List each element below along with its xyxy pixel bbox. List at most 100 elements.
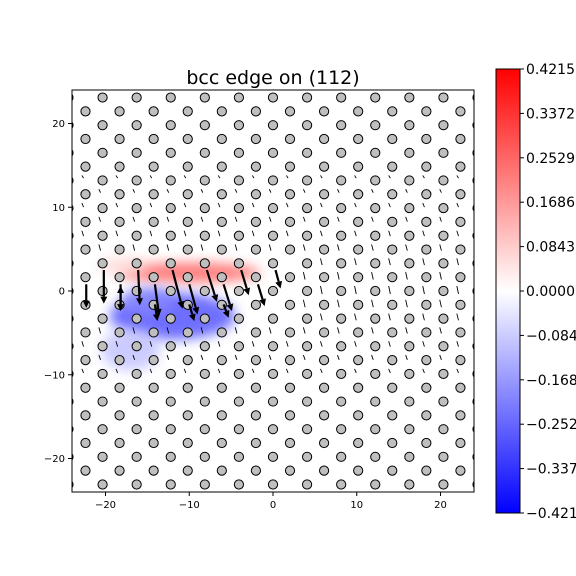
- atom: [336, 396, 347, 407]
- colorbar-tick-label: −0.4215: [526, 506, 576, 522]
- minor-arrow: [285, 341, 289, 347]
- atom: [131, 479, 142, 490]
- minor-arrow: [320, 202, 323, 208]
- atom: [353, 437, 364, 449]
- atom: [438, 147, 449, 158]
- atom: [149, 79, 158, 88]
- colorbar: 0.4215 0.3372 0.2529 0.1686 0.0843 0.0000 −0.0…: [495, 62, 576, 522]
- atom: [370, 479, 381, 490]
- x-axis: −20 −10 0 10 20: [95, 492, 447, 511]
- minor-arrow: [388, 230, 391, 237]
- x-tick-label: −10: [179, 500, 200, 511]
- minor-arrow: [371, 354, 374, 360]
- minor-arrow: [337, 216, 340, 222]
- atom: [165, 202, 176, 214]
- atom: [233, 120, 245, 131]
- minor-arrow: [388, 368, 391, 374]
- atom: [353, 465, 364, 476]
- atom: [370, 285, 381, 297]
- minor-arrow: [251, 202, 255, 208]
- minor-arrow: [98, 354, 101, 360]
- minor-arrow: [456, 258, 459, 266]
- atom: [284, 382, 296, 393]
- minor-arrow: [200, 244, 204, 251]
- atom: [284, 437, 296, 449]
- atom: [267, 479, 279, 490]
- atom: [455, 133, 466, 145]
- atom: [97, 175, 108, 186]
- y-tick-label: 10: [52, 203, 65, 214]
- atom: [404, 341, 415, 352]
- atom: [97, 396, 108, 407]
- atom: [421, 272, 432, 283]
- minor-arrow: [320, 368, 323, 374]
- atom: [80, 189, 91, 200]
- atom: [97, 92, 108, 103]
- atom: [284, 189, 296, 200]
- colorbar-tick-label: 0.0000: [526, 284, 575, 300]
- atom: [404, 258, 415, 269]
- minor-arrow: [320, 285, 323, 295]
- arrow-4: [171, 269, 185, 309]
- minor-arrow: [320, 175, 323, 179]
- atom: [370, 341, 381, 352]
- minor-arrow: [81, 230, 84, 237]
- minor-arrow: [234, 216, 238, 222]
- colorbar-tick-label: 0.0843: [526, 240, 575, 256]
- atom: [97, 313, 108, 324]
- minor-arrow: [132, 244, 136, 251]
- minor-arrow: [268, 189, 272, 193]
- atom: [148, 133, 159, 145]
- atom: [370, 147, 381, 158]
- atom: [267, 424, 279, 435]
- atom: [250, 437, 262, 449]
- atom: [387, 465, 398, 476]
- minor-arrow: [422, 313, 425, 321]
- atom: [267, 230, 279, 241]
- atom: [284, 161, 296, 172]
- minor-arrow: [320, 341, 323, 347]
- minor-arrow: [337, 299, 340, 308]
- atom: [404, 285, 415, 297]
- atom: [456, 79, 465, 88]
- atom: [148, 189, 159, 200]
- atom: [216, 465, 227, 476]
- colorbar-tick-label: 0.2529: [526, 151, 575, 167]
- atom: [318, 299, 330, 310]
- atom: [404, 451, 415, 462]
- atom: [318, 133, 330, 145]
- atom: [387, 189, 398, 200]
- atom: [250, 272, 262, 283]
- minor-arrow: [200, 354, 204, 360]
- minor-arrow: [166, 244, 170, 251]
- atom: [233, 92, 245, 103]
- atom: [165, 120, 176, 131]
- minor-arrow: [234, 244, 238, 251]
- atom: [233, 479, 245, 490]
- atom: [114, 465, 125, 476]
- minor-arrow: [183, 175, 187, 179]
- atom: [455, 410, 466, 421]
- atom: [131, 230, 142, 241]
- atom: [336, 120, 347, 131]
- atom: [131, 313, 142, 324]
- minor-arrow: [439, 244, 442, 251]
- atom: [301, 368, 313, 380]
- atom: [438, 313, 449, 324]
- atom: [318, 272, 330, 283]
- atom: [353, 106, 364, 117]
- minor-arrow: [439, 189, 442, 193]
- atom: [370, 424, 381, 435]
- atom: [97, 285, 108, 297]
- atom: [370, 368, 381, 380]
- minor-arrow: [456, 202, 459, 208]
- atom: [336, 175, 347, 186]
- atom: [370, 202, 381, 214]
- atom: [199, 341, 210, 352]
- minor-arrow: [251, 341, 255, 347]
- atom: [182, 437, 193, 449]
- x-tick-label: 0: [270, 500, 276, 511]
- atom: [165, 368, 176, 380]
- minor-arrow: [149, 368, 153, 374]
